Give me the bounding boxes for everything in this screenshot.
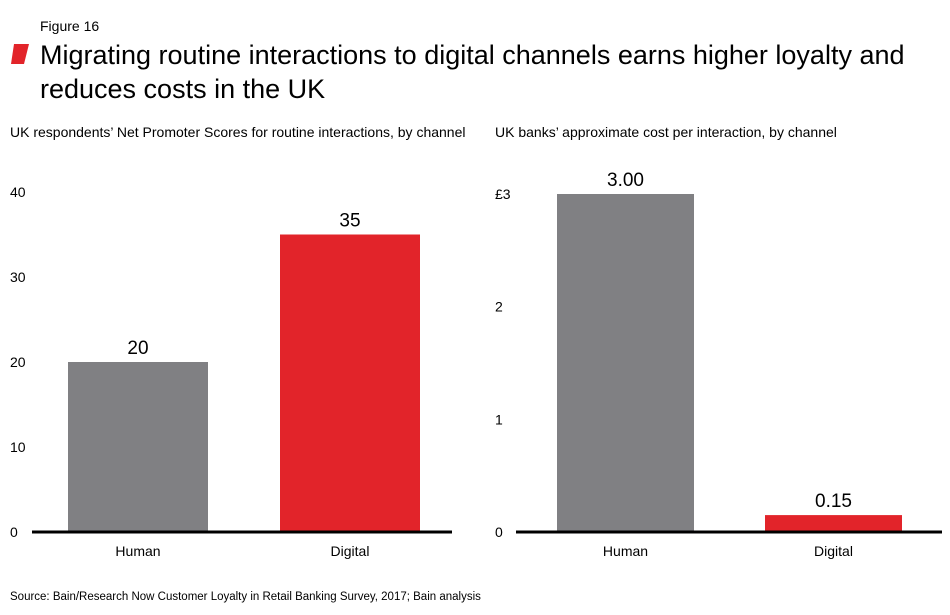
y-tick-label: 2 bbox=[495, 299, 503, 315]
y-tick-label: 1 bbox=[495, 411, 503, 427]
title-marker-icon bbox=[11, 44, 29, 64]
left-chart-subtitle: UK respondents’ Net Promoter Scores for … bbox=[10, 124, 466, 140]
category-label: Human bbox=[603, 543, 648, 559]
data-label: 35 bbox=[339, 211, 360, 232]
figure-label: Figure 16 bbox=[40, 18, 100, 34]
right-chart-subtitle: UK banks’ approximate cost per interacti… bbox=[495, 124, 837, 140]
bar-digital bbox=[280, 234, 420, 532]
source-note: Source: Bain/Research Now Customer Loyal… bbox=[10, 591, 481, 603]
category-label: Digital bbox=[331, 543, 370, 559]
y-tick-label: 30 bbox=[10, 269, 26, 285]
y-tick-label: 10 bbox=[10, 439, 26, 455]
bar-digital bbox=[765, 515, 902, 532]
y-tick-label: 20 bbox=[10, 354, 26, 370]
bar-human bbox=[557, 194, 694, 532]
bar-human bbox=[68, 362, 208, 532]
category-label: Digital bbox=[814, 543, 853, 559]
y-tick-label: £3 bbox=[495, 186, 511, 202]
y-tick-label: 40 bbox=[10, 184, 26, 200]
category-label: Human bbox=[115, 543, 160, 559]
y-tick-label: 0 bbox=[495, 524, 503, 540]
page-title: Migrating routine interactions to digita… bbox=[40, 40, 905, 104]
data-label: 20 bbox=[127, 338, 148, 359]
data-label: 0.15 bbox=[815, 491, 852, 512]
data-label: 3.00 bbox=[607, 170, 644, 191]
y-tick-label: 0 bbox=[10, 524, 18, 540]
